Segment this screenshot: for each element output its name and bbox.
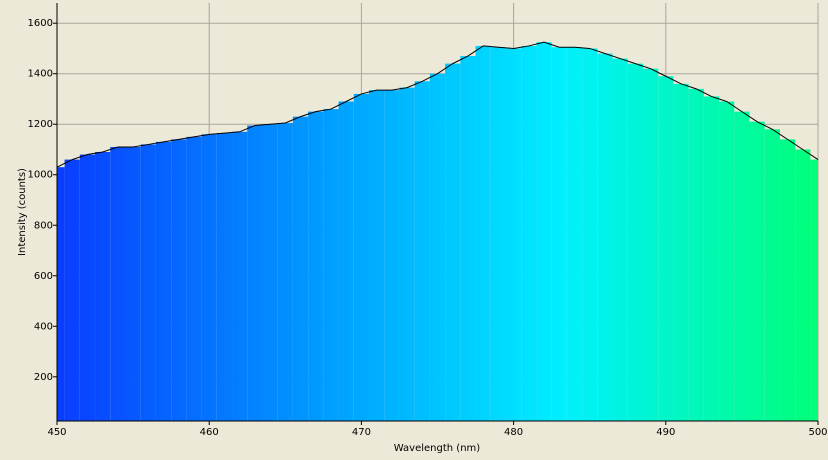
spectrum-bar <box>232 131 248 421</box>
spectrum-bar <box>521 45 537 421</box>
spectrum-bar <box>57 167 65 421</box>
spectrum-bar <box>795 149 811 421</box>
x-tick-label: 460 <box>200 427 219 438</box>
spectrum-bar <box>64 159 80 421</box>
x-axis-label: Wavelength (nm) <box>394 443 480 454</box>
spectrum-bar <box>551 47 567 421</box>
spectrum-bar <box>323 109 339 421</box>
spectrum-bar <box>566 47 583 421</box>
spectrum-bar <box>79 154 96 422</box>
y-tick-label: 400 <box>34 321 53 332</box>
spectrum-bar <box>140 144 156 422</box>
y-tick-label: 600 <box>34 271 53 282</box>
spectrum-bar <box>749 121 765 422</box>
spectrum-bar <box>810 159 818 421</box>
spectrum-bar <box>216 133 233 421</box>
x-tick-label: 490 <box>656 427 675 438</box>
spectrum-bar <box>353 93 370 421</box>
spectrum-bar <box>308 111 324 421</box>
spectrum-bar <box>155 141 172 421</box>
spectrum-bar <box>673 83 689 422</box>
spectrum-bar <box>277 122 293 421</box>
spectrum-bar <box>247 125 263 421</box>
spectrum-bar <box>719 101 735 421</box>
spectrum-bar <box>642 68 659 422</box>
spectrum-bar <box>658 76 674 421</box>
spectrum-bar <box>429 73 446 422</box>
y-tick-label: 1200 <box>28 119 53 130</box>
x-tick-label: 450 <box>47 427 66 438</box>
spectrum-bar <box>369 90 385 421</box>
y-tick-label: 200 <box>34 372 53 383</box>
spectrum-bar <box>399 87 415 421</box>
y-tick-label: 1600 <box>28 18 53 29</box>
x-tick-label: 500 <box>808 427 827 438</box>
y-tick-label: 1000 <box>28 170 53 181</box>
spectrum-bar <box>460 56 476 421</box>
x-tick-label: 470 <box>352 427 371 438</box>
spectrum-bar <box>201 134 217 422</box>
spectrum-bar <box>414 81 430 421</box>
spectrum-bar <box>688 88 704 421</box>
spectrum-bar <box>734 111 750 421</box>
spectrum-bar <box>445 63 461 422</box>
spectrum-bar <box>490 47 506 421</box>
spectrum-bar <box>186 136 202 421</box>
spectrum-bar <box>171 139 187 421</box>
spectrum-bar <box>597 53 613 421</box>
intensity-line <box>56 41 819 168</box>
spectrum-bar <box>779 139 796 421</box>
y-tick-label: 1400 <box>28 69 53 80</box>
spectrum-bar <box>612 58 628 422</box>
x-tick-label: 480 <box>504 427 523 438</box>
y-axis-label: Intensity (counts) <box>17 168 28 256</box>
spectrum-bar <box>262 124 278 421</box>
spectrum-bar <box>110 146 126 421</box>
spectrum-bar <box>292 116 309 422</box>
spectrum-bar <box>475 45 491 421</box>
y-tick-label: 800 <box>34 220 53 231</box>
spectrum-bar <box>338 101 354 421</box>
spectrum-bar <box>505 48 522 422</box>
spectrum-bar <box>627 63 643 422</box>
spectrum-bar <box>536 42 552 421</box>
spectrum-bar <box>764 129 780 421</box>
spectrum-bar <box>125 146 141 421</box>
spectrum-bar <box>703 96 720 422</box>
spectrum-bar <box>384 90 400 421</box>
spectrum-bar <box>582 48 598 422</box>
spectrum-bar <box>95 152 111 421</box>
